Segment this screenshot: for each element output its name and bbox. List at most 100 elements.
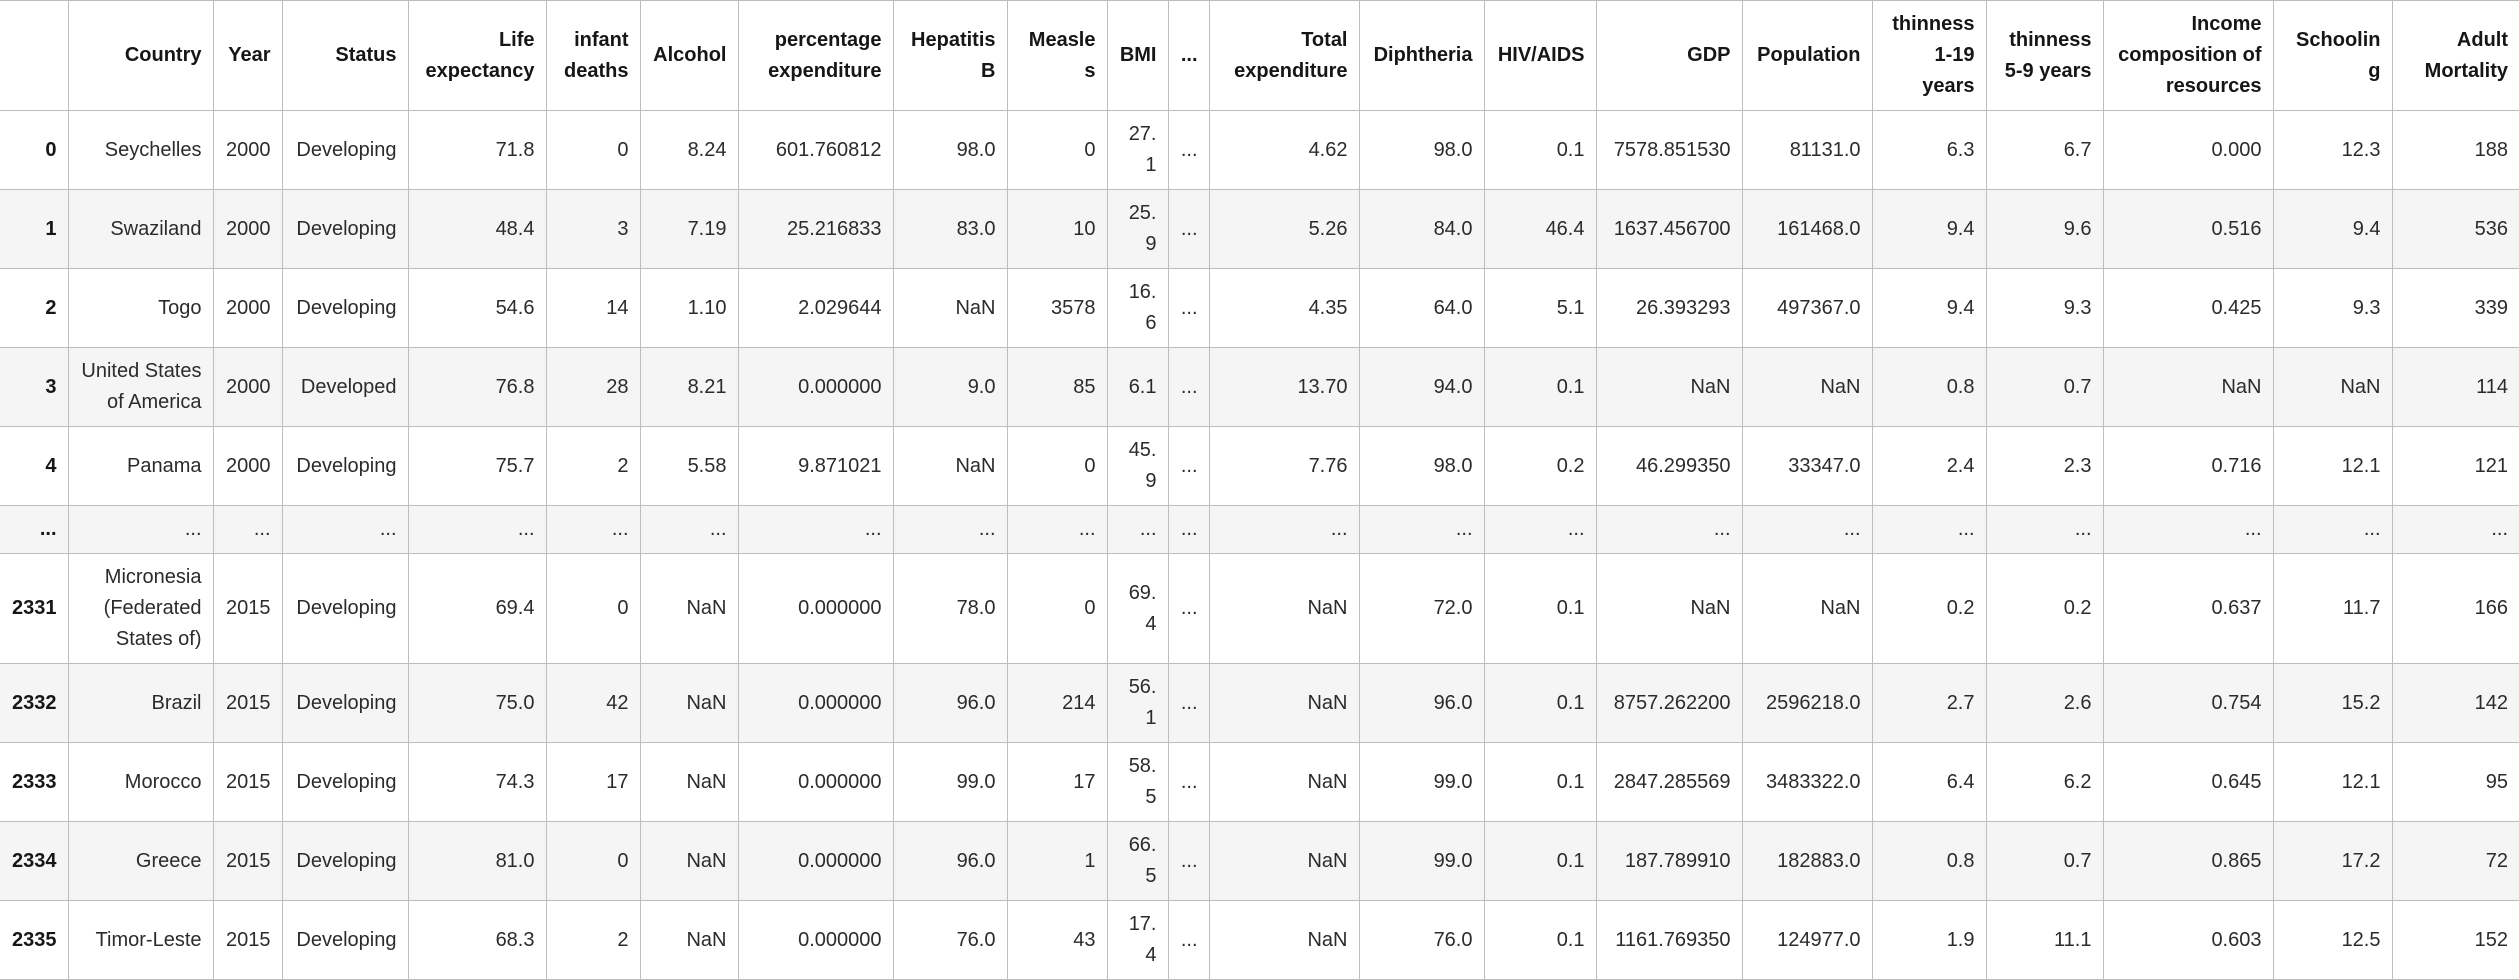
- cell: ...: [1167, 663, 1210, 743]
- cell: 33347.0: [1741, 426, 1873, 506]
- cell: 2.4: [1871, 426, 1987, 506]
- cell: 75.7: [407, 426, 547, 506]
- cell: 536: [2391, 189, 2519, 269]
- cell: 188: [2391, 110, 2519, 190]
- cell: 54.6: [407, 268, 547, 348]
- cell: Developing: [281, 900, 409, 980]
- cell: 166: [2391, 553, 2519, 664]
- cell: 2000: [212, 347, 283, 427]
- cell: NaN: [1208, 553, 1360, 664]
- cell: ...: [1167, 821, 1210, 901]
- cell: 42: [545, 663, 641, 743]
- row-index: 0: [0, 110, 69, 190]
- row-index: 3: [0, 347, 69, 427]
- cell: ...: [1106, 505, 1169, 554]
- column-header: GDP: [1595, 0, 1743, 111]
- cell: NaN: [2272, 347, 2393, 427]
- cell: 152: [2391, 900, 2519, 980]
- cell: ...: [1167, 900, 1210, 980]
- cell: ...: [1006, 505, 1108, 554]
- cell: 0.2: [1483, 426, 1597, 506]
- cell: 6.3: [1871, 110, 1987, 190]
- cell: 0.000000: [737, 821, 894, 901]
- cell: 78.0: [892, 553, 1008, 664]
- cell: 1637.456700: [1595, 189, 1743, 269]
- cell: 17.4: [1106, 900, 1169, 980]
- cell: ...: [1595, 505, 1743, 554]
- cell: 0.1: [1483, 347, 1597, 427]
- cell: ...: [281, 505, 409, 554]
- cell: ...: [2272, 505, 2393, 554]
- cell: 12.1: [2272, 742, 2393, 822]
- column-header: percentage expenditure: [737, 0, 894, 111]
- cell: 25.9: [1106, 189, 1169, 269]
- column-header: Adult Mortality: [2391, 0, 2519, 111]
- cell: ...: [1167, 426, 1210, 506]
- cell: 2: [545, 426, 641, 506]
- cell: ...: [2102, 505, 2274, 554]
- cell: 48.4: [407, 189, 547, 269]
- cell: ...: [67, 505, 214, 554]
- cell: 2.7: [1871, 663, 1987, 743]
- cell: 0.1: [1483, 900, 1597, 980]
- cell: United States of America: [67, 347, 214, 427]
- cell: 0: [545, 110, 641, 190]
- cell: NaN: [2102, 347, 2274, 427]
- cell: 9.3: [1985, 268, 2104, 348]
- column-header: Year: [212, 0, 283, 111]
- cell: NaN: [1595, 347, 1743, 427]
- row-index: 2: [0, 268, 69, 348]
- column-header: Income composition of resources: [2102, 0, 2274, 111]
- row-index: 1: [0, 189, 69, 269]
- cell: 64.0: [1358, 268, 1485, 348]
- cell: 58.5: [1106, 742, 1169, 822]
- cell: 56.1: [1106, 663, 1169, 743]
- cell: 0: [1006, 553, 1108, 664]
- cell: 7.19: [639, 189, 739, 269]
- cell: Developing: [281, 268, 409, 348]
- cell: 2015: [212, 663, 283, 743]
- table-row: 2335 Timor-Leste 2015 Developing 68.3 2 NaN 0.0…: [0, 900, 2519, 980]
- row-index: 4: [0, 426, 69, 506]
- table-row: 0 Seychelles 2000 Developing 71.8 0 8.24 601.76…: [0, 110, 2519, 190]
- header-row: Country Year Status Life expectancy infant d…: [0, 0, 2519, 111]
- column-header: Country: [67, 0, 214, 111]
- cell: NaN: [639, 900, 739, 980]
- cell: 1: [1006, 821, 1108, 901]
- table-row: 4 Panama 2000 Developing 75.7 2 5.58 9.871021 Na…: [0, 426, 2519, 506]
- cell: 0.000000: [737, 347, 894, 427]
- cell: 0.1: [1483, 742, 1597, 822]
- cell: 2015: [212, 900, 283, 980]
- cell: NaN: [892, 268, 1008, 348]
- cell: 339: [2391, 268, 2519, 348]
- cell: 2: [545, 900, 641, 980]
- cell: 601.760812: [737, 110, 894, 190]
- cell: Developing: [281, 110, 409, 190]
- column-header: Life expectancy: [407, 0, 547, 111]
- cell: 0.000000: [737, 742, 894, 822]
- cell: 74.3: [407, 742, 547, 822]
- cell: 98.0: [1358, 426, 1485, 506]
- cell: NaN: [639, 742, 739, 822]
- cell: 72.0: [1358, 553, 1485, 664]
- cell: NaN: [892, 426, 1008, 506]
- cell: 3483322.0: [1741, 742, 1873, 822]
- cell: Seychelles: [67, 110, 214, 190]
- column-header: Measles: [1006, 0, 1108, 111]
- cell: NaN: [1741, 553, 1873, 664]
- cell: ...: [2391, 505, 2519, 554]
- cell: ...: [407, 505, 547, 554]
- cell: 26.393293: [1595, 268, 1743, 348]
- column-header: Status: [281, 0, 409, 111]
- cell: 1.9: [1871, 900, 1987, 980]
- cell: 17: [545, 742, 641, 822]
- cell: ...: [892, 505, 1008, 554]
- cell: 5.26: [1208, 189, 1360, 269]
- cell: 0.865: [2102, 821, 2274, 901]
- table-header-row: Country Year Status Life expectancy infant d…: [0, 0, 2519, 111]
- cell: 4.35: [1208, 268, 1360, 348]
- cell: 1161.769350: [1595, 900, 1743, 980]
- row-index: 2333: [0, 742, 69, 822]
- cell: 2015: [212, 821, 283, 901]
